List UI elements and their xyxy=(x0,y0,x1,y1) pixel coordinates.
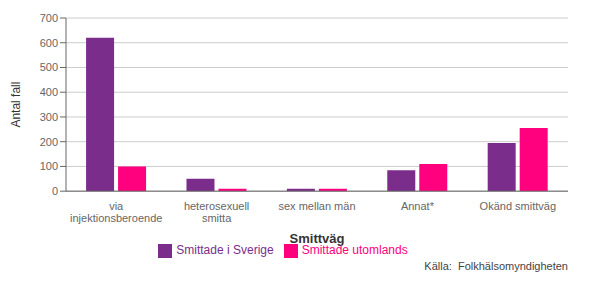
svg-text:200: 200 xyxy=(40,136,58,148)
svg-text:300: 300 xyxy=(40,111,58,123)
svg-text:sex mellan män: sex mellan män xyxy=(278,200,355,212)
svg-text:heterosexuellsmitta: heterosexuellsmitta xyxy=(184,200,249,224)
svg-text:700: 700 xyxy=(40,12,58,24)
svg-text:600: 600 xyxy=(40,37,58,49)
svg-text:0: 0 xyxy=(52,185,58,197)
svg-text:viainjektionsberoende: viainjektionsberoende xyxy=(70,200,162,224)
html-text:Smittade utomlands: Smittade utomlands xyxy=(301,243,408,258)
svg-text:Antal fall: Antal fall xyxy=(9,82,23,128)
html-text:Smittade i Sverige: Smittade i Sverige xyxy=(176,243,274,258)
svg-text:Okänd smittväg: Okänd smittväg xyxy=(480,200,556,212)
svg-text:Annat*: Annat* xyxy=(401,200,435,212)
svg-text:500: 500 xyxy=(40,61,58,73)
svg-text:100: 100 xyxy=(40,160,58,172)
html-text:Källa: Folkhälsomyndigheten: Källa: Folkhälsomyndigheten xyxy=(424,260,568,272)
svg-text:400: 400 xyxy=(40,86,58,98)
svg-text:Smittväg: Smittväg xyxy=(290,231,345,246)
